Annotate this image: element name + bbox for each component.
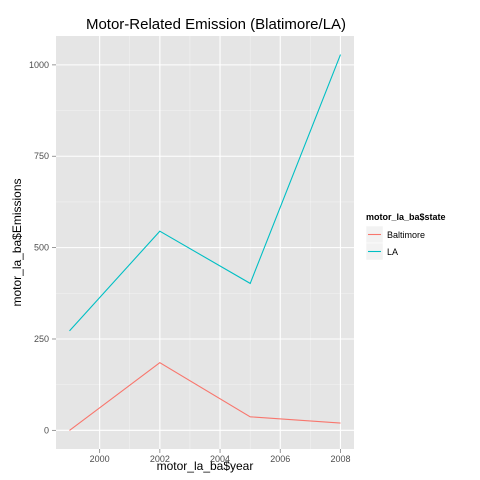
y-tick-label: 750 xyxy=(34,151,49,161)
series-line-la xyxy=(69,54,342,332)
x-axis-title: motor_la_ba$year xyxy=(157,459,254,473)
x-tick-label: 2002 xyxy=(150,454,170,464)
y-tick-label: 0 xyxy=(44,425,49,435)
legend: motor_la_ba$state Baltimore LA xyxy=(365,212,446,261)
y-axis-title: motor_la_ba$Emissions xyxy=(10,178,24,306)
axis-tick-labels: 2000 2002 2004 2006 2008 0 250 500 750 1000 xyxy=(29,60,351,464)
y-tick-label: 500 xyxy=(34,243,49,253)
axis-ticks xyxy=(52,64,341,453)
legend-label-la: LA xyxy=(387,247,398,257)
y-tick-label: 1000 xyxy=(29,60,49,70)
legend-title: motor_la_ba$state xyxy=(366,212,446,222)
chart-title: Motor-Related Emission (Blatimore/LA) xyxy=(86,16,346,33)
legend-label-baltimore: Baltimore xyxy=(387,230,425,240)
series-line-baltimore xyxy=(69,362,341,431)
x-tick-label: 2004 xyxy=(210,454,230,464)
y-tick-label: 250 xyxy=(34,334,49,344)
legend-items: Baltimore LA xyxy=(365,225,425,261)
series-lines xyxy=(69,54,342,431)
x-tick-label: 2008 xyxy=(330,454,350,464)
x-tick-label: 2000 xyxy=(90,454,110,464)
major-gridlines xyxy=(56,36,354,449)
x-tick-label: 2006 xyxy=(270,454,290,464)
plot-panel xyxy=(56,36,354,449)
minor-gridlines xyxy=(56,36,354,449)
